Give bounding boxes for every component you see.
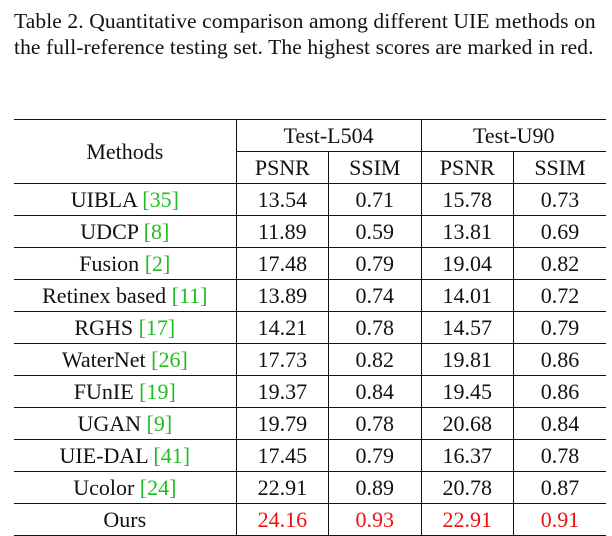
value-cell: 14.57 (421, 311, 514, 344)
group-header-test-l504: Test-L504 (236, 119, 422, 152)
value-cell: 0.73 (513, 183, 606, 216)
value-cell: 11.89 (236, 215, 330, 248)
citation-link[interactable]: [24] (139, 475, 177, 500)
comparison-table: Methods Test-L504 Test-U90 PSNR SSIM PSN… (14, 119, 606, 536)
metric-header: SSIM (328, 151, 422, 184)
group-header-test-u90: Test-U90 (421, 119, 606, 152)
value-cell: 0.79 (328, 439, 422, 472)
value-cell: 0.78 (328, 407, 422, 440)
method-name: Ours (103, 507, 147, 532)
value-cell: 17.45 (236, 439, 330, 472)
value-cell: 19.79 (236, 407, 330, 440)
value-cell: 14.01 (421, 279, 514, 312)
table-row: Retinex based [11] 13.89 0.74 14.01 0.72 (14, 279, 606, 312)
method-name-cell: Ours (14, 503, 237, 536)
method-name-cell: RGHS [17] (14, 311, 237, 344)
value-cell: 0.86 (513, 343, 606, 376)
value-cell: 0.82 (513, 247, 606, 280)
value-cell: 13.54 (236, 183, 330, 216)
method-name: FUnIE (73, 379, 134, 404)
value-cell: 17.73 (236, 343, 330, 376)
method-name: UGAN (77, 411, 142, 436)
method-name-cell: FUnIE [19] (14, 375, 237, 408)
metric-header: SSIM (513, 151, 606, 184)
method-name-cell: Ucolor [24] (14, 471, 237, 504)
citation-link[interactable]: [17] (138, 315, 176, 340)
metric-header: PSNR (236, 151, 330, 184)
value-cell: 0.89 (328, 471, 422, 504)
table-row: UIBLA [35] 13.54 0.71 15.78 0.73 (14, 183, 606, 216)
method-name-cell: Retinex based [11] (14, 279, 237, 312)
value-cell: 14.21 (236, 311, 330, 344)
table-body: UIBLA [35] 13.54 0.71 15.78 0.73 UDCP [8] 11.8… (14, 183, 606, 536)
table-row: Ucolor [24] 22.91 0.89 20.78 0.87 (14, 471, 606, 504)
method-name-cell: UGAN [9] (14, 407, 237, 440)
citation-link[interactable]: [41] (153, 443, 191, 468)
table-row: FUnIE [19] 19.37 0.84 19.45 0.86 (14, 375, 606, 408)
value-cell: 17.48 (236, 247, 330, 280)
value-cell: 19.37 (236, 375, 330, 408)
value-cell: 0.78 (513, 439, 606, 472)
value-cell: 0.78 (328, 311, 422, 344)
table-row: UGAN [9] 19.79 0.78 20.68 0.84 (14, 407, 606, 440)
value-cell: 20.78 (421, 471, 514, 504)
method-name: UDCP (80, 219, 139, 244)
citation-link[interactable]: [35] (142, 187, 179, 212)
method-name: UIE-DAL (59, 443, 148, 468)
method-name-cell: WaterNet [26] (14, 343, 237, 376)
table-row: RGHS [17] 14.21 0.78 14.57 0.79 (14, 311, 606, 344)
table-row: Ours 24.16 0.93 22.91 0.91 (14, 503, 606, 536)
value-cell: 22.91 (236, 471, 330, 504)
table-row: UDCP [8] 11.89 0.59 13.81 0.69 (14, 215, 606, 248)
method-name-cell: UIE-DAL [41] (14, 439, 237, 472)
value-cell: 24.16 (236, 503, 330, 536)
value-cell: 0.72 (513, 279, 606, 312)
value-cell: 13.81 (421, 215, 514, 248)
method-name: WaterNet (61, 347, 146, 372)
value-cell: 19.81 (421, 343, 514, 376)
method-name: UIBLA (70, 187, 137, 212)
method-name-cell: Fusion [2] (14, 247, 237, 280)
value-cell: 0.79 (513, 311, 606, 344)
value-cell: 0.69 (513, 215, 606, 248)
table-caption: Table 2. Quantitative comparison among d… (14, 9, 596, 59)
citation-link[interactable]: [26] (151, 347, 188, 372)
value-cell: 0.87 (513, 471, 606, 504)
value-cell: 0.93 (328, 503, 422, 536)
value-cell: 0.74 (328, 279, 422, 312)
table-row: UIE-DAL [41] 17.45 0.79 16.37 0.78 (14, 439, 606, 472)
value-cell: 15.78 (421, 183, 514, 216)
value-cell: 0.91 (513, 503, 606, 536)
value-cell: 0.79 (328, 247, 422, 280)
value-cell: 0.86 (513, 375, 606, 408)
value-cell: 19.45 (421, 375, 514, 408)
value-cell: 0.84 (328, 375, 422, 408)
value-cell: 16.37 (421, 439, 514, 472)
metric-header: PSNR (421, 151, 514, 184)
value-cell: 0.84 (513, 407, 606, 440)
citation-link[interactable]: [11] (171, 283, 208, 308)
methods-header: Methods (14, 119, 237, 184)
citation-link[interactable]: [8] (143, 219, 170, 244)
value-cell: 0.82 (328, 343, 422, 376)
method-name-cell: UDCP [8] (14, 215, 237, 248)
value-cell: 13.89 (236, 279, 330, 312)
value-cell: 20.68 (421, 407, 514, 440)
method-name: Ucolor (73, 475, 135, 500)
method-name: RGHS (74, 315, 134, 340)
method-name: Fusion (79, 251, 140, 276)
table-row: WaterNet [26] 17.73 0.82 19.81 0.86 (14, 343, 606, 376)
value-cell: 22.91 (421, 503, 514, 536)
citation-link[interactable]: [9] (146, 411, 173, 436)
method-name: Retinex based (42, 283, 167, 308)
value-cell: 0.71 (328, 183, 422, 216)
citation-link[interactable]: [19] (139, 379, 176, 404)
value-cell: 19.04 (421, 247, 514, 280)
method-name-cell: UIBLA [35] (14, 183, 237, 216)
table-row: Fusion [2] 17.48 0.79 19.04 0.82 (14, 247, 606, 280)
value-cell: 0.59 (328, 215, 422, 248)
citation-link[interactable]: [2] (144, 251, 171, 276)
